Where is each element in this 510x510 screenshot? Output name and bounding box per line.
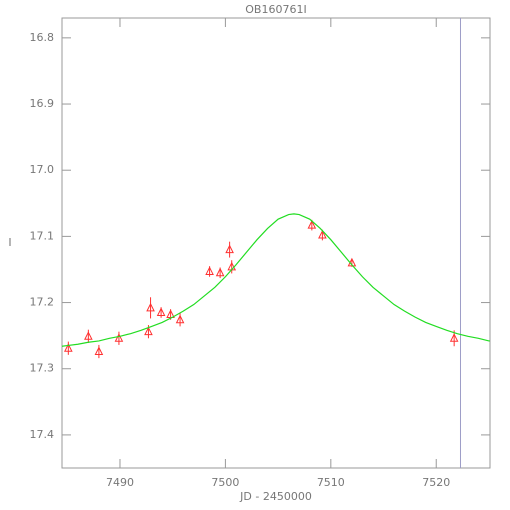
x-tick-label: 7500 [211, 476, 239, 489]
data-point [215, 267, 225, 277]
data-point [166, 309, 175, 318]
x-tick-label: 7520 [422, 476, 450, 489]
model-curve [61, 213, 490, 347]
x-tick-label: 7490 [106, 476, 134, 489]
chart-title: OB160761I [245, 3, 306, 16]
data-point [318, 229, 327, 239]
data-point [449, 333, 459, 342]
y-tick-label: 17.0 [30, 163, 55, 176]
data-point [307, 220, 317, 229]
x-axis-label: JD - 2450000 [239, 490, 312, 503]
data-point [94, 346, 104, 356]
y-tick-label: 16.9 [30, 97, 55, 110]
data-point [146, 302, 155, 312]
y-tick-label: 17.1 [30, 229, 55, 242]
data-point [205, 266, 214, 275]
plot-frame [61, 17, 491, 469]
data-point [84, 331, 93, 340]
y-tick-label: 16.8 [30, 31, 55, 44]
data-point [64, 343, 73, 352]
x-tick-label: 7510 [317, 476, 345, 489]
data-point [114, 333, 124, 342]
data-point [175, 314, 185, 324]
y-tick-label: 17.2 [30, 296, 55, 309]
data-point [144, 326, 153, 336]
data-point [156, 307, 166, 316]
y-tick-label: 17.3 [30, 362, 55, 375]
y-axis-label: I [8, 236, 11, 249]
y-tick-label: 17.4 [30, 428, 55, 441]
data-point [225, 244, 234, 254]
